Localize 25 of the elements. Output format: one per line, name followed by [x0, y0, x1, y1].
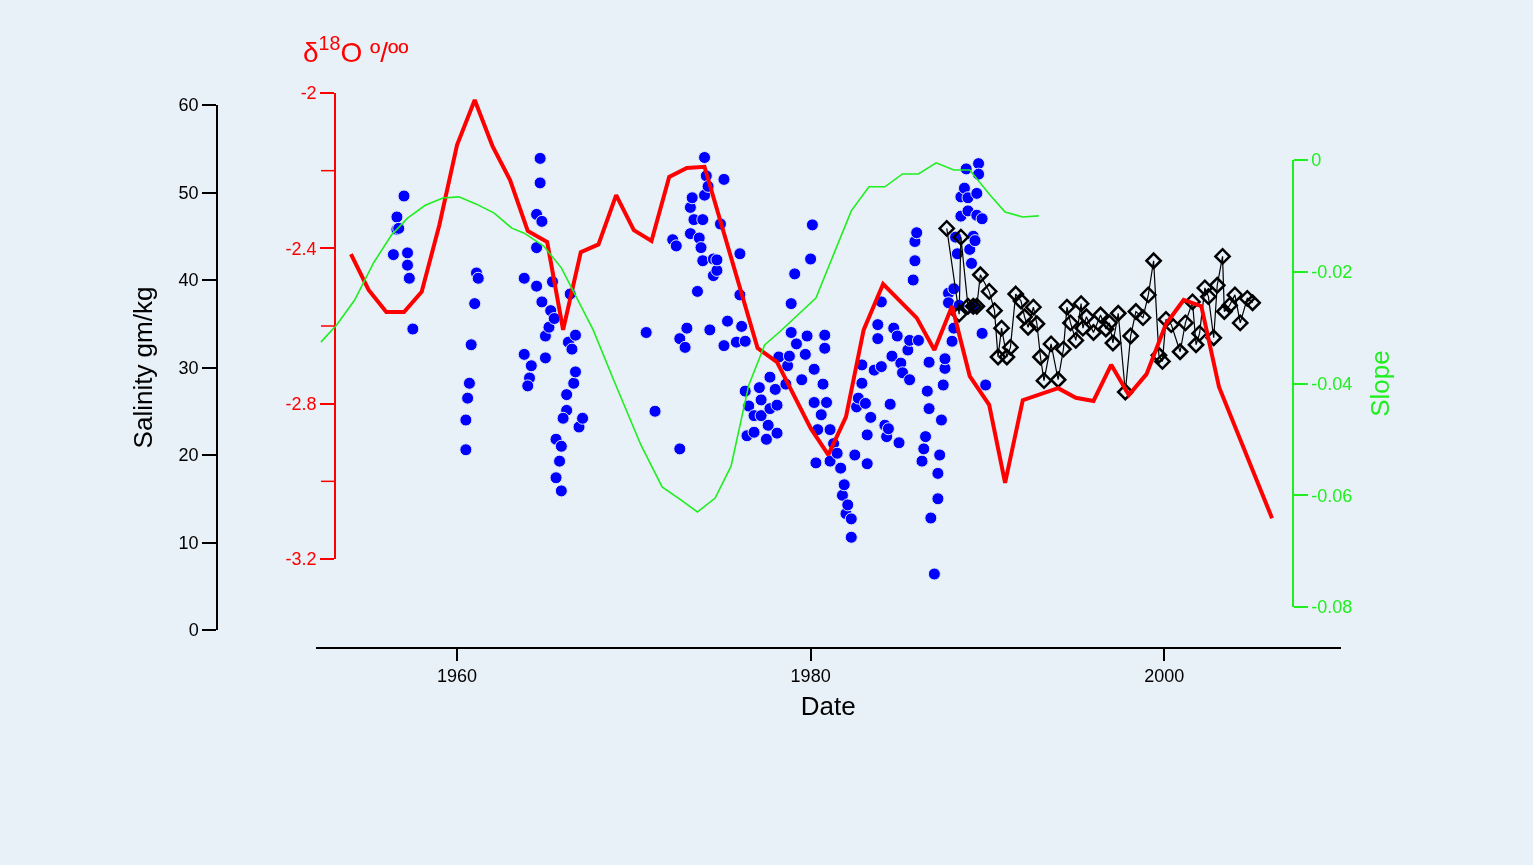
- x-axis-title: Date: [800, 690, 856, 721]
- y3-tick-label: -0.06: [1311, 485, 1353, 506]
- y-tick-label: 0: [188, 620, 199, 641]
- y3-tick-label: -0.04: [1311, 373, 1353, 394]
- line-series: [348, 97, 1275, 521]
- y-tick-label: 10: [178, 532, 199, 553]
- y2-tick-label: -3.2: [285, 549, 317, 570]
- y-tick-label: 60: [178, 95, 199, 116]
- x-tick-label: 2000: [1144, 666, 1185, 687]
- line-series: [320, 161, 1040, 513]
- y-tick-label: 20: [178, 445, 199, 466]
- y2-axis-title: δ$^{18}$O º/ºº: [303, 32, 409, 68]
- y-tick-label: 40: [178, 270, 199, 291]
- y3-tick-label: -0.08: [1311, 597, 1353, 618]
- x-tick-label: 1980: [790, 666, 831, 687]
- x-tick-label: 1960: [437, 666, 478, 687]
- y-tick-label: 50: [178, 182, 199, 203]
- y-axis-title: Salinity gm/kg: [127, 286, 158, 449]
- y2-tick-label: -2.8: [285, 393, 317, 414]
- y3-tick-label: -0.02: [1311, 262, 1353, 283]
- y-tick-label: 30: [178, 357, 199, 378]
- y3-axis-title: Slope: [1364, 350, 1395, 417]
- y2-tick-label: -2: [300, 83, 317, 104]
- y3-tick-label: 0: [1311, 150, 1322, 171]
- y2-tick-label: -2.4: [285, 238, 317, 259]
